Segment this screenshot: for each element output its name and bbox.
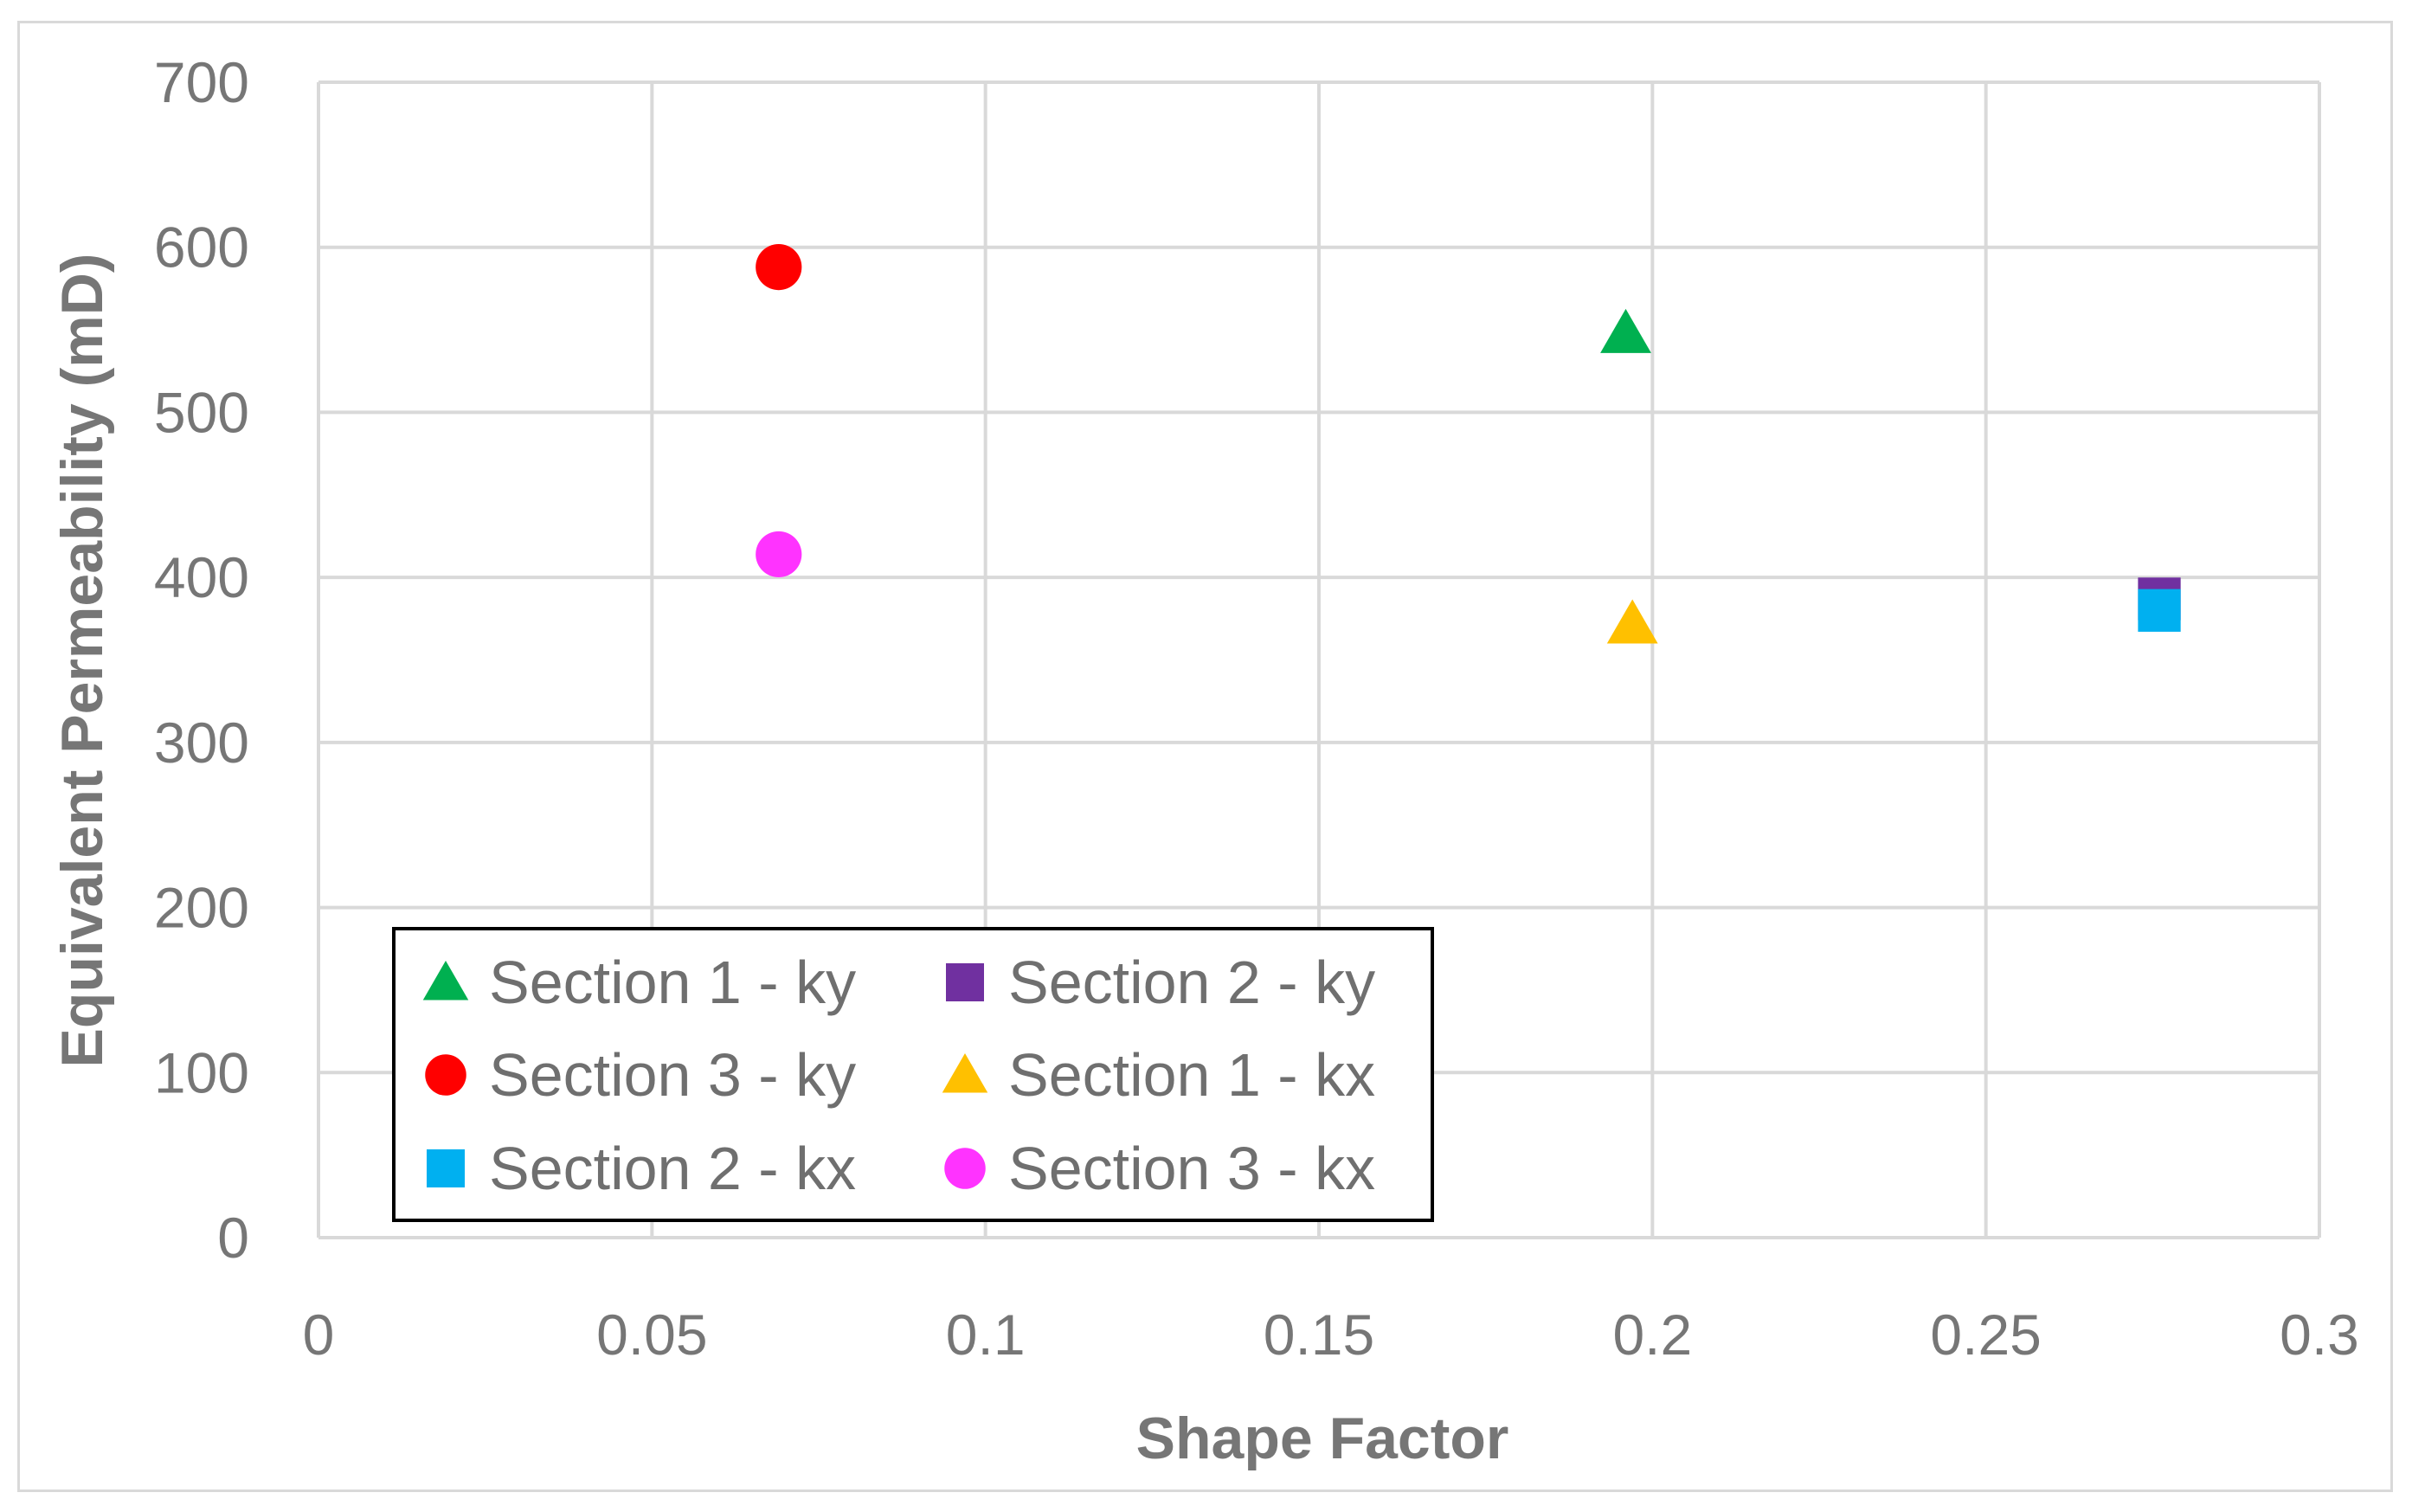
x-axis-title: Shape Factor <box>1136 1406 1509 1471</box>
point-section-1-kx <box>1606 599 1658 644</box>
x-axis-ticks: 0 0.05 0.1 0.15 0.2 0.25 0.3 <box>303 1303 2359 1367</box>
point-section-3-ky <box>756 244 802 291</box>
y-tick-label: 200 <box>154 876 249 940</box>
legend-marker-section-3-kx <box>944 1148 986 1189</box>
legend-label: Section 3 - ky <box>489 1041 856 1109</box>
legend-marker-section-1-kx <box>942 1053 988 1093</box>
chart-frame <box>17 21 2393 1492</box>
y-tick-label: 600 <box>154 216 249 280</box>
x-tick-label: 0 <box>303 1303 335 1367</box>
point-section-2-kx <box>2138 589 2181 632</box>
point-section-1-ky <box>1600 308 1651 353</box>
legend-label: Section 3 - kx <box>1008 1135 1375 1202</box>
legend-marker-section-2-kx <box>427 1149 465 1187</box>
y-tick-label: 100 <box>154 1040 249 1104</box>
y-tick-label: 300 <box>154 711 249 775</box>
legend-marker-section-3-ky <box>425 1054 466 1096</box>
legend-label: Section 1 - ky <box>489 949 856 1016</box>
x-tick-label: 0.3 <box>2280 1303 2359 1367</box>
y-axis-title: Equivalent Permeability (mD) <box>49 254 115 1068</box>
legend-marker-section-1-ky <box>422 961 469 1000</box>
legend-label: Section 2 - ky <box>1008 949 1375 1016</box>
legend-label: Section 1 - kx <box>1008 1041 1375 1109</box>
legend-marker-section-2-ky <box>946 963 984 1001</box>
x-tick-label: 0.25 <box>1930 1303 2041 1367</box>
y-tick-label: 0 <box>217 1206 249 1270</box>
point-section-3-kx <box>756 531 802 578</box>
x-tick-label: 0.2 <box>1612 1303 1692 1367</box>
y-axis-ticks: 0 100 200 300 400 500 600 700 <box>154 50 249 1270</box>
data-points <box>756 244 2181 644</box>
x-tick-label: 0.1 <box>946 1303 1026 1367</box>
legend-box <box>392 927 1434 1222</box>
legend: Section 1 - ky Section 2 - ky Section 3 - … <box>392 927 1434 1222</box>
x-tick-label: 0.15 <box>1264 1303 1374 1367</box>
legend-label: Section 2 - kx <box>489 1135 856 1202</box>
x-tick-label: 0.05 <box>596 1303 707 1367</box>
y-tick-label: 700 <box>154 50 249 114</box>
y-tick-label: 400 <box>154 545 249 609</box>
y-tick-label: 500 <box>154 380 249 444</box>
